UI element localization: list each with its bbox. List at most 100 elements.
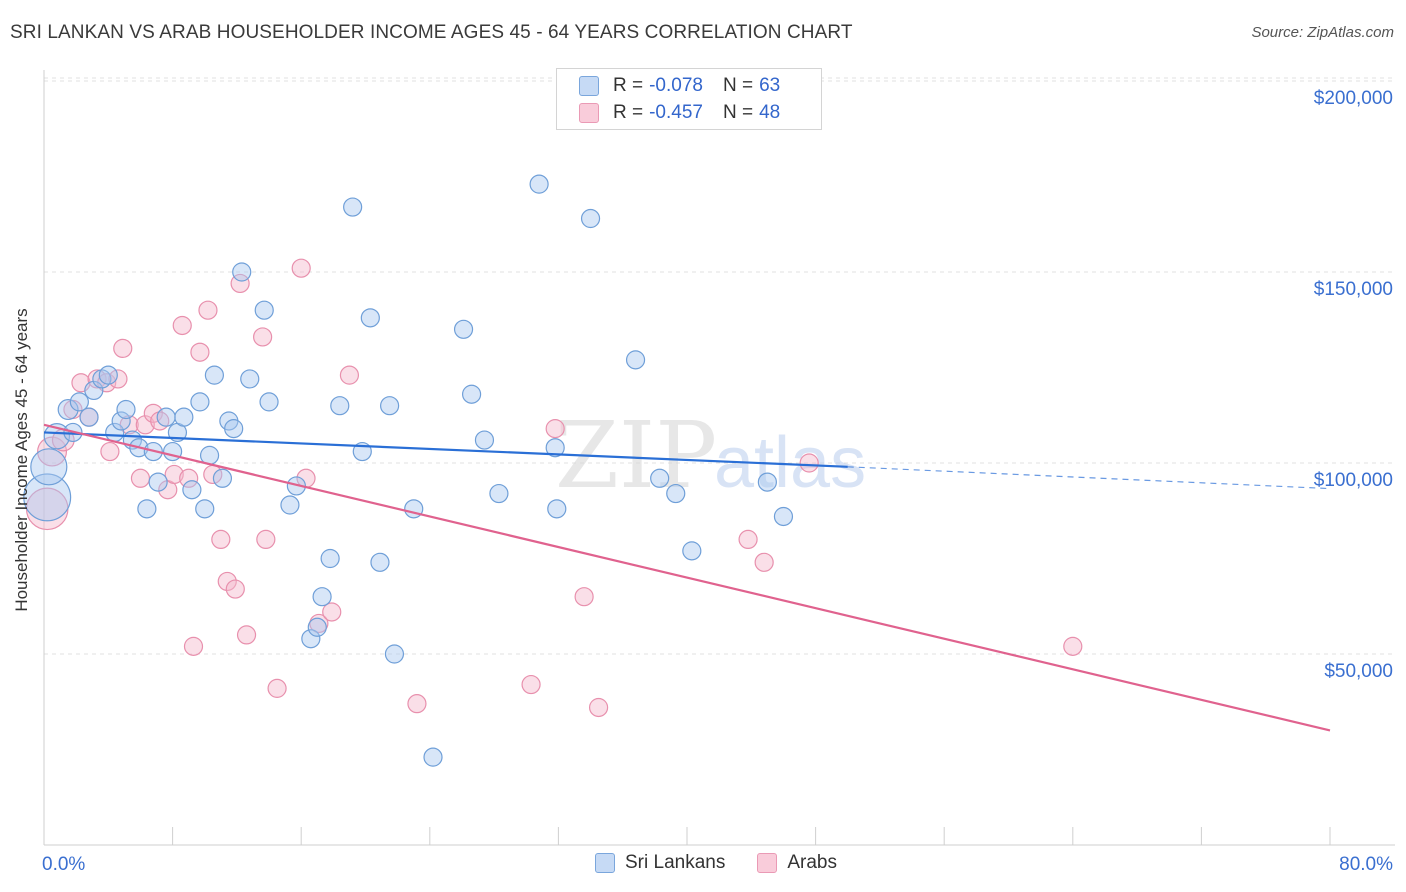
legend-swatch-arabs bbox=[579, 103, 599, 123]
data-point-sri-lankans bbox=[474, 430, 495, 450]
data-point-arabs bbox=[100, 441, 120, 462]
data-point-arabs bbox=[179, 468, 199, 488]
trendline-sri-lankans bbox=[43, 431, 848, 468]
chart-source: Source: ZipAtlas.com bbox=[1251, 24, 1394, 41]
data-point-sri-lankans bbox=[461, 384, 482, 404]
data-point-sri-lankans bbox=[111, 411, 131, 431]
data-point-sri-lankans bbox=[212, 468, 233, 488]
y-axis-label: Householder Income Ages 45 - 64 years bbox=[12, 308, 31, 612]
data-point-sri-lankans bbox=[148, 472, 168, 492]
data-point-arabs bbox=[87, 369, 107, 389]
data-point-sri-lankans bbox=[98, 365, 118, 385]
legend-row-sri-lankans: R = -0.078 N = 63 bbox=[579, 74, 780, 98]
legend-n-value: 63 bbox=[759, 75, 781, 96]
data-point-sri-lankans bbox=[254, 300, 274, 320]
data-point-arabs bbox=[322, 602, 342, 622]
data-point-arabs bbox=[407, 694, 427, 714]
y-tick-label: $100,000 bbox=[1314, 470, 1393, 491]
data-point-arabs bbox=[211, 529, 231, 550]
series-legend-label: Arabs bbox=[787, 852, 837, 873]
data-point-sri-lankans bbox=[190, 392, 210, 412]
data-point-arabs bbox=[143, 403, 163, 423]
series-legend: Sri Lankans Arabs bbox=[595, 852, 869, 874]
data-point-sri-lankans bbox=[489, 483, 509, 504]
data-point-sri-lankans bbox=[240, 369, 260, 389]
data-point-sri-lankans bbox=[57, 399, 79, 421]
data-point-sri-lankans bbox=[84, 380, 104, 401]
data-point-arabs bbox=[135, 415, 155, 435]
y-tick-labels: $50,000 $100,000 $150,000 $200,000 bbox=[1314, 88, 1393, 682]
legend-n-label: N = bbox=[722, 102, 754, 123]
data-point-sri-lankans bbox=[757, 472, 777, 492]
data-point-sri-lankans bbox=[384, 644, 405, 664]
legend-r-label: R = bbox=[613, 75, 644, 96]
data-point-sri-lankans bbox=[547, 499, 567, 519]
data-point-sri-lankans bbox=[330, 396, 350, 416]
legend-row-arabs: R = -0.457 N = 48 bbox=[579, 101, 780, 125]
data-point-arabs bbox=[738, 529, 758, 550]
y-tick-label: $50,000 bbox=[1324, 661, 1393, 682]
data-point-sri-lankans bbox=[312, 587, 332, 607]
series-legend-item-sri-lankans[interactable]: Sri Lankans bbox=[595, 852, 725, 874]
data-point-sri-lankans bbox=[423, 747, 443, 767]
data-point-sri-lankans bbox=[79, 407, 99, 427]
legend-r-label: R = bbox=[613, 102, 644, 123]
data-point-sri-lankans bbox=[307, 617, 327, 637]
x-tick-label: 80.0% bbox=[1339, 854, 1393, 875]
data-point-sri-lankans bbox=[343, 197, 363, 217]
series-arabs bbox=[25, 258, 1083, 718]
series-legend-swatch-sri-lankans bbox=[595, 853, 615, 873]
data-point-arabs bbox=[256, 529, 276, 550]
data-point-arabs bbox=[1063, 636, 1083, 656]
chart-title: SRI LANKAN VS ARAB HOUSEHOLDER INCOME AG… bbox=[10, 22, 853, 43]
data-point-arabs bbox=[113, 338, 133, 358]
data-point-sri-lankans bbox=[370, 552, 390, 572]
x-tick-label: 0.0% bbox=[42, 854, 85, 875]
data-point-arabs bbox=[37, 436, 68, 467]
series-sri-lankans bbox=[23, 174, 794, 767]
series-legend-label: Sri Lankans bbox=[625, 852, 726, 873]
data-point-arabs bbox=[291, 258, 311, 278]
data-point-sri-lankans bbox=[580, 208, 601, 229]
data-point-arabs bbox=[267, 678, 287, 698]
data-point-arabs bbox=[164, 464, 184, 485]
data-point-sri-lankans bbox=[453, 319, 474, 339]
data-point-sri-lankans bbox=[182, 480, 202, 500]
data-point-sri-lankans bbox=[224, 419, 244, 439]
data-point-sri-lankans bbox=[625, 350, 646, 370]
data-point-arabs bbox=[225, 579, 245, 599]
data-point-sri-lankans bbox=[116, 399, 136, 420]
legend-n-value: 48 bbox=[759, 102, 781, 123]
grid-lines bbox=[44, 77, 1395, 655]
legend-r-value: -0.078 bbox=[649, 75, 703, 96]
data-point-arabs bbox=[217, 571, 237, 592]
data-point-sri-lankans bbox=[232, 262, 252, 282]
data-point-sri-lankans bbox=[280, 495, 300, 515]
data-point-arabs bbox=[799, 453, 819, 473]
data-point-sri-lankans bbox=[174, 407, 194, 427]
legend-swatch-sri-lankans bbox=[579, 76, 599, 96]
data-point-arabs bbox=[236, 625, 257, 645]
series-legend-swatch-arabs bbox=[757, 853, 778, 873]
data-point-sri-lankans bbox=[773, 506, 794, 527]
data-point-sri-lankans bbox=[529, 174, 549, 194]
data-point-sri-lankans bbox=[682, 541, 702, 561]
legend-r-value: -0.457 bbox=[649, 102, 703, 123]
data-point-arabs bbox=[108, 369, 128, 389]
data-point-arabs bbox=[574, 587, 594, 607]
data-point-sri-lankans bbox=[137, 499, 157, 519]
data-point-arabs bbox=[754, 552, 774, 572]
data-point-sri-lankans bbox=[380, 396, 400, 416]
data-point-sri-lankans bbox=[69, 392, 89, 412]
trendlines bbox=[43, 423, 1331, 732]
data-point-sri-lankans bbox=[195, 499, 215, 519]
x-ticks bbox=[43, 827, 1331, 845]
data-point-arabs bbox=[253, 327, 273, 347]
series-legend-item-arabs[interactable]: Arabs bbox=[757, 852, 837, 874]
data-point-sri-lankans bbox=[650, 468, 670, 488]
trendline-sri-lankans-extension bbox=[847, 466, 1331, 490]
legend-n-label: N = bbox=[722, 75, 754, 96]
data-point-sri-lankans bbox=[204, 365, 224, 385]
data-point-arabs bbox=[172, 315, 192, 336]
